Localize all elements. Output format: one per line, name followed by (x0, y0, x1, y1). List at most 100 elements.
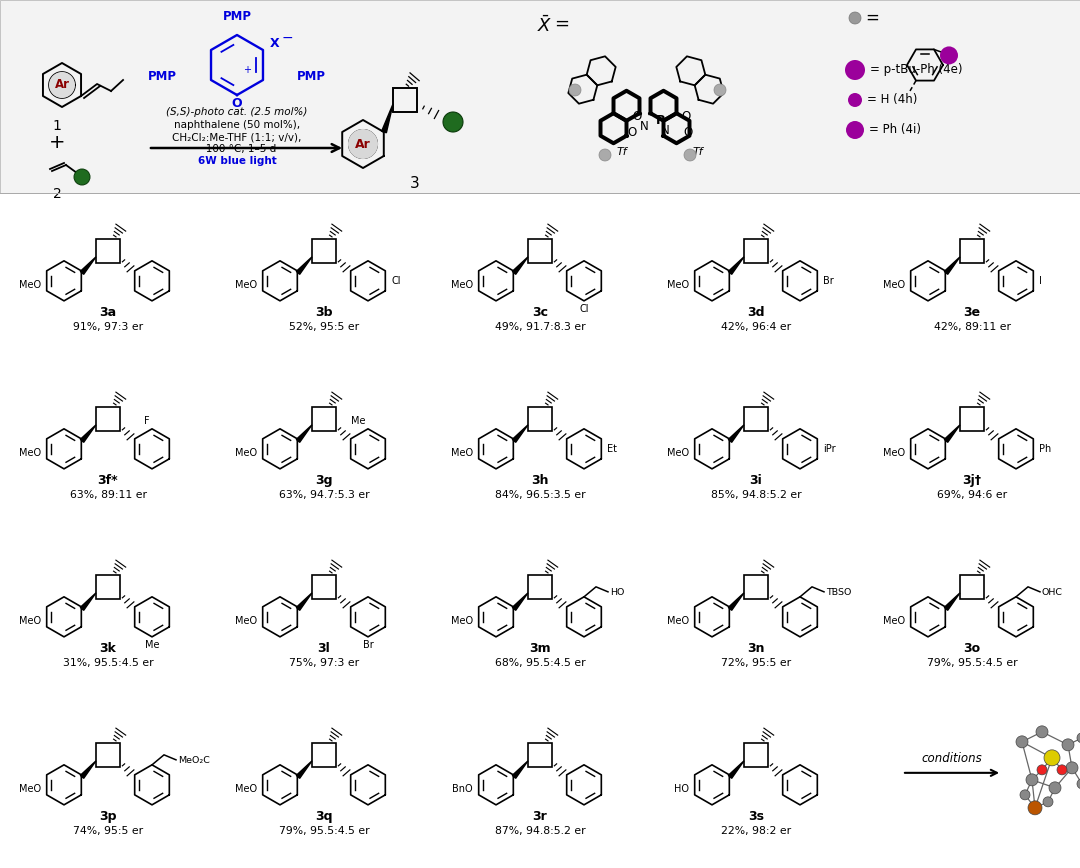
Text: O: O (627, 127, 636, 140)
Text: MeO: MeO (234, 784, 257, 794)
Text: Me: Me (351, 416, 366, 426)
Text: MeO: MeO (450, 448, 473, 457)
Bar (528, 407, 552, 431)
Text: O: O (633, 110, 642, 123)
Circle shape (75, 169, 90, 185)
Text: =: = (865, 9, 879, 27)
Text: Br: Br (363, 640, 374, 650)
Text: 63%, 94.7:5.3 er: 63%, 94.7:5.3 er (279, 490, 369, 500)
Bar (96, 407, 120, 431)
Text: MeO: MeO (18, 784, 41, 794)
Text: 49%, 91.7:8.3 er: 49%, 91.7:8.3 er (495, 322, 585, 332)
Circle shape (848, 93, 862, 107)
Text: 3k: 3k (99, 642, 117, 655)
Text: 6W blue light: 6W blue light (198, 156, 276, 166)
Text: 3j†: 3j† (962, 474, 982, 487)
Text: 3i: 3i (750, 474, 762, 487)
Circle shape (1026, 774, 1038, 786)
Circle shape (1066, 762, 1078, 774)
Text: N: N (639, 120, 648, 133)
Text: 3g: 3g (315, 474, 333, 487)
Text: $\bar{X}$: $\bar{X}$ (537, 15, 553, 36)
Circle shape (1049, 782, 1061, 794)
Polygon shape (296, 593, 312, 610)
Text: 22%, 98:2 er: 22%, 98:2 er (721, 825, 791, 836)
Text: 3r: 3r (532, 811, 548, 824)
Text: naphthalene (50 mol%),: naphthalene (50 mol%), (174, 120, 300, 130)
Text: 42%, 89:11 er: 42%, 89:11 er (933, 322, 1011, 332)
Text: X: X (270, 37, 280, 50)
Bar (528, 743, 552, 766)
Text: 3l: 3l (318, 642, 330, 655)
Text: Ph: Ph (1039, 444, 1051, 454)
Text: = p-tBu-Ph (4e): = p-tBu-Ph (4e) (870, 63, 962, 76)
Text: 3m: 3m (529, 642, 551, 655)
Circle shape (1077, 733, 1080, 743)
Circle shape (443, 112, 463, 132)
Text: 3q: 3q (315, 811, 333, 824)
Polygon shape (80, 257, 96, 274)
Text: +: + (49, 133, 65, 152)
Bar (528, 239, 552, 263)
Text: 3b: 3b (315, 306, 333, 319)
Text: Br: Br (823, 276, 834, 286)
Text: 3s: 3s (748, 811, 764, 824)
Text: MeO: MeO (18, 615, 41, 626)
Bar (960, 407, 984, 431)
Text: MeO: MeO (666, 448, 689, 457)
Text: 3h: 3h (531, 474, 549, 487)
Text: 3d: 3d (747, 306, 765, 319)
Circle shape (846, 121, 864, 139)
Text: 79%, 95.5:4.5 er: 79%, 95.5:4.5 er (927, 658, 1017, 667)
Text: 3n: 3n (747, 642, 765, 655)
Text: Ar: Ar (54, 78, 69, 91)
Text: MeO: MeO (882, 448, 905, 457)
Text: iPr: iPr (823, 444, 836, 454)
Text: 63%, 89:11 er: 63%, 89:11 er (69, 490, 147, 500)
Polygon shape (80, 424, 96, 443)
Circle shape (1028, 801, 1042, 815)
Text: 3f*: 3f* (97, 474, 119, 487)
Circle shape (845, 60, 865, 80)
Text: PMP: PMP (148, 69, 177, 82)
Text: CH₂Cl₂:Me-THF (1:1; v/v),: CH₂Cl₂:Me-THF (1:1; v/v), (173, 132, 301, 142)
Text: O: O (684, 127, 692, 140)
Bar (96, 575, 120, 599)
Circle shape (1043, 797, 1053, 807)
Polygon shape (728, 593, 744, 610)
Text: MeO: MeO (666, 279, 689, 290)
Text: Ar: Ar (355, 137, 370, 150)
Bar (744, 407, 768, 431)
Polygon shape (512, 257, 528, 274)
Text: conditions: conditions (921, 752, 983, 765)
Text: 3o: 3o (963, 642, 981, 655)
Text: 3e: 3e (963, 306, 981, 319)
Text: Et: Et (607, 444, 617, 454)
Polygon shape (944, 424, 960, 443)
Text: OHC: OHC (1042, 589, 1063, 597)
Bar (96, 743, 120, 766)
Text: Me: Me (145, 640, 159, 650)
Bar (312, 239, 336, 263)
Polygon shape (728, 257, 744, 274)
Bar (960, 575, 984, 599)
Polygon shape (80, 761, 96, 779)
Circle shape (1016, 736, 1028, 748)
Polygon shape (512, 424, 528, 443)
Circle shape (849, 12, 861, 24)
Text: 69%, 94:6 er: 69%, 94:6 er (937, 490, 1007, 500)
Circle shape (1044, 750, 1059, 766)
Text: HO: HO (610, 589, 624, 597)
Text: 3c: 3c (532, 306, 548, 319)
Text: = Ph (4i): = Ph (4i) (869, 123, 921, 136)
Polygon shape (80, 593, 96, 610)
Text: MeO: MeO (450, 615, 473, 626)
Text: MeO: MeO (450, 279, 473, 290)
Text: 42%, 96:4 er: 42%, 96:4 er (721, 322, 791, 332)
Text: 72%, 95:5 er: 72%, 95:5 er (721, 658, 791, 667)
Bar (744, 239, 768, 263)
Text: MeO: MeO (18, 279, 41, 290)
Circle shape (1036, 726, 1048, 738)
Text: MeO: MeO (18, 448, 41, 457)
Text: I: I (1039, 276, 1042, 286)
